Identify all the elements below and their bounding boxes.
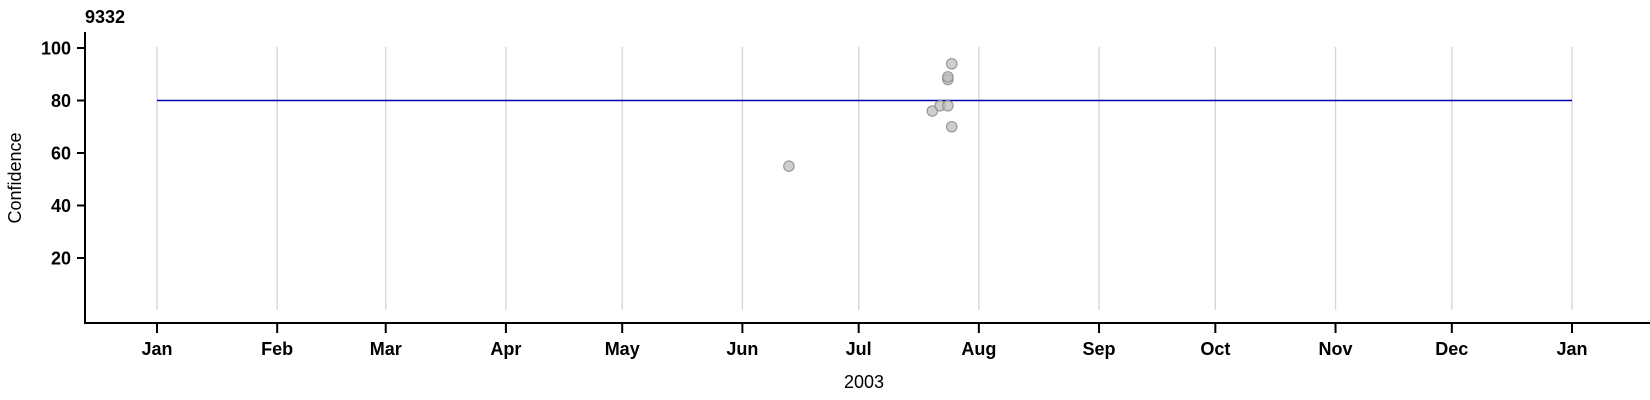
y-tick-label: 20 xyxy=(51,249,71,269)
y-tick-label: 100 xyxy=(41,39,71,59)
x-tick-label: Jun xyxy=(726,339,758,359)
y-tick-label: 80 xyxy=(51,91,71,111)
chart-title: 9332 xyxy=(85,7,125,27)
data-points xyxy=(783,57,958,172)
x-tick-label: Aug xyxy=(961,339,996,359)
y-tick-label: 40 xyxy=(51,196,71,216)
month-gridlines xyxy=(156,47,1573,310)
x-tick-label: Jan xyxy=(141,339,172,359)
x-tick-label: Jan xyxy=(1556,339,1587,359)
x-tick-label: Jul xyxy=(846,339,872,359)
axes: 20 40 60 80 100 Jan Feb Mar Apr May Jun Jul Aug Sep Oc… xyxy=(41,32,1650,359)
data-point xyxy=(783,160,795,172)
x-tick-label: Feb xyxy=(261,339,293,359)
x-tick-label: Mar xyxy=(370,339,402,359)
x-tick-label: May xyxy=(605,339,640,359)
x-tick-label: Nov xyxy=(1319,339,1353,359)
data-point xyxy=(942,99,954,112)
x-axis-label: 2003 xyxy=(844,372,884,392)
data-point xyxy=(942,71,954,83)
x-tick-label: Sep xyxy=(1083,339,1116,359)
x-tick-label: Dec xyxy=(1435,339,1468,359)
x-tick-label: Oct xyxy=(1200,339,1230,359)
y-axis-label: Confidence xyxy=(5,132,25,223)
data-point xyxy=(945,57,958,70)
y-tick-label: 60 xyxy=(51,144,71,164)
x-tick-label: Apr xyxy=(490,339,521,359)
data-point xyxy=(945,120,958,133)
